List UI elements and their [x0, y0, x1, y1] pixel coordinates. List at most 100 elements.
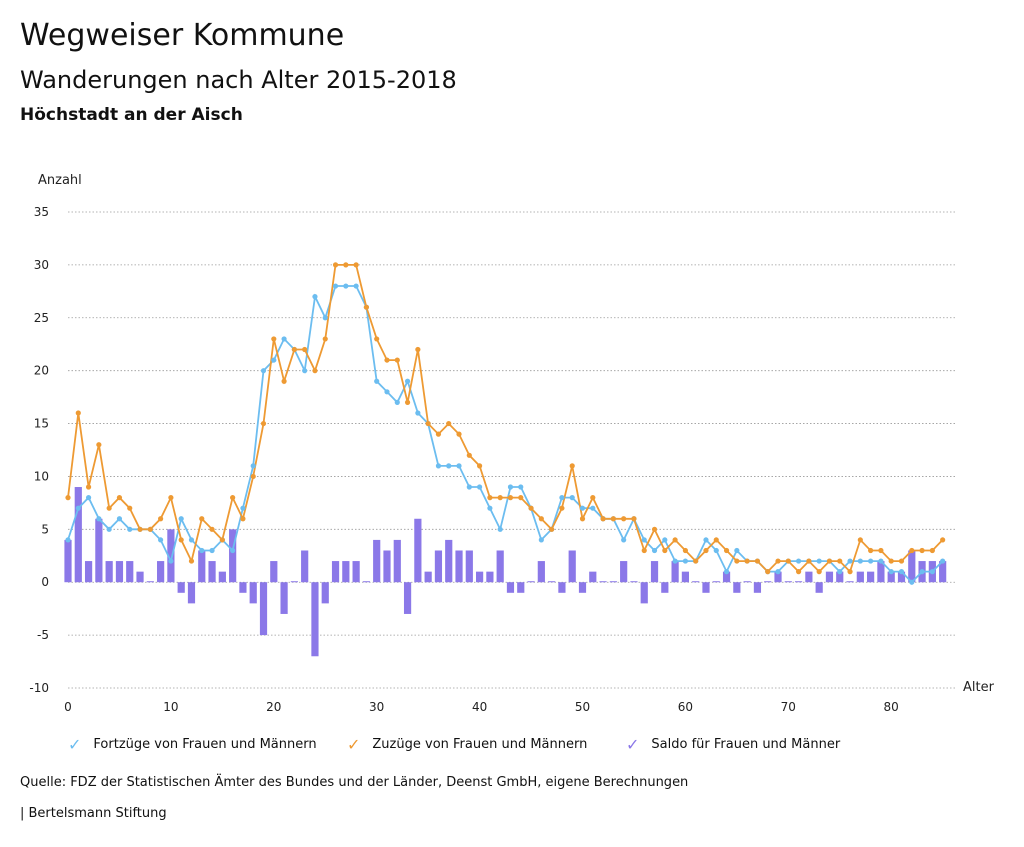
zuzuege-point [693, 558, 699, 564]
zuzuege-point [394, 357, 400, 363]
fortzuege-point [343, 283, 349, 289]
fortzuege-point [209, 547, 215, 554]
zuzuege-point [281, 378, 287, 384]
fortzuege-point [559, 495, 565, 501]
fortzuege-point [590, 505, 596, 511]
zuzuege-point [271, 336, 277, 342]
legend-label: Zuzüge von Frauen und Männern [372, 737, 588, 752]
zuzuege-point [754, 558, 761, 564]
fortzuege-point [446, 463, 452, 469]
zuzuege-point [158, 516, 164, 522]
saldo-bar [805, 571, 813, 583]
zuzuege-point [147, 526, 153, 532]
zuzuege-point [168, 495, 174, 501]
saldo-bar [259, 582, 268, 636]
zuzuege-point [868, 547, 874, 554]
zuzuege-point [487, 495, 493, 501]
saldo-bar [393, 539, 401, 583]
fortzuege-point [662, 537, 668, 543]
saldo-bar [373, 539, 381, 583]
zuzuege-point [446, 420, 452, 427]
fortzuege-point [230, 547, 236, 554]
saldo-bar [836, 571, 844, 583]
fortzuege-point [384, 389, 390, 395]
check-icon: ✓ [347, 735, 361, 754]
zuzuege-point [734, 558, 740, 564]
zuzuege-point [641, 547, 647, 554]
fortzuege-point [85, 495, 92, 501]
y-axis-label: Anzahl [38, 173, 82, 188]
y-tick-label: 15 [34, 417, 49, 431]
saldo-bar [167, 529, 175, 583]
saldo-bar [290, 581, 298, 583]
saldo-bar [486, 571, 494, 583]
fortzuege-point [775, 569, 781, 575]
zuzuege-point [302, 346, 308, 353]
fortzuege-point [682, 558, 689, 564]
zuzuege-point [127, 505, 133, 511]
y-tick-label: -10 [29, 681, 49, 695]
zuzuege-point [713, 537, 719, 543]
grid-lines [68, 211, 956, 689]
fortzuege-point [621, 537, 627, 543]
saldo-bar [105, 561, 113, 583]
saldo-bar [126, 561, 134, 583]
brand-note: | Bertelsmann Stiftung [20, 806, 167, 821]
x-tick-label: 0 [64, 700, 72, 714]
fortzuege-point [518, 484, 524, 490]
saldo-bar [187, 582, 196, 604]
saldo-bar [270, 561, 278, 583]
fortzuege-point [281, 336, 287, 342]
x-tick-label: 20 [266, 700, 281, 714]
saldo-bar [712, 581, 720, 583]
saldo-bar [352, 561, 360, 583]
fortzuege-point [847, 558, 853, 564]
zuzuege-point [116, 495, 123, 501]
zuzuege-point [579, 516, 586, 522]
zuzuege-point [343, 262, 349, 268]
saldo-bar [692, 581, 700, 583]
fortzuege-point [816, 558, 822, 564]
legend-item-zuzuege[interactable]: ✓ Zuzüge von Frauen und Männern [347, 735, 587, 754]
legend-label: Fortzüge von Frauen und Männern [93, 737, 317, 752]
x-tick-label: 80 [884, 700, 899, 714]
y-tick-label: 25 [34, 311, 49, 325]
y-tick-label: 30 [34, 258, 49, 272]
page-title: Wegweiser Kommune [20, 18, 345, 53]
saldo-bar [434, 550, 443, 583]
saldo-bar [455, 550, 463, 583]
x-tick-label: 40 [472, 700, 487, 714]
legend-item-saldo[interactable]: ✓ Saldo für Frauen und Männer [626, 735, 840, 754]
x-tick-label: 70 [781, 700, 796, 714]
zuzuege-point [703, 547, 709, 554]
fortzuege-point [940, 558, 946, 564]
zuzuege-point [199, 516, 205, 522]
saldo-bar [743, 581, 751, 583]
chart-subtitle: Wanderungen nach Alter 2015-2018 [20, 66, 457, 94]
zuzuege-point [240, 516, 246, 522]
saldo-bar [609, 581, 617, 583]
zuzuege-point [312, 368, 318, 374]
zuzuege-point [621, 516, 627, 522]
fortzuege-point [703, 537, 709, 543]
saldo-bar [424, 571, 432, 583]
zuzuege-point [590, 495, 596, 501]
x-tick-label: 50 [575, 700, 590, 714]
saldo-bar [280, 582, 288, 614]
fortzuege-point [127, 526, 133, 532]
zuzuege-point [765, 569, 771, 575]
zuzuege-point [507, 495, 514, 501]
saldo-bar [218, 571, 226, 583]
zuzuege-point [857, 537, 863, 543]
fortzuege-point [641, 537, 647, 543]
zuzuege-point [178, 537, 184, 543]
zuzuege-point [940, 537, 946, 543]
fortzuege-point [538, 537, 544, 543]
legend-item-fortzuege[interactable]: ✓ Fortzüge von Frauen und Männern [68, 735, 317, 754]
saldo-bar [383, 550, 391, 583]
fortzuege-point [312, 294, 318, 300]
saldo-bar [856, 571, 864, 583]
fortzuege-point [158, 537, 164, 543]
saldo-bar [815, 582, 823, 593]
saldo-bar [84, 561, 93, 583]
